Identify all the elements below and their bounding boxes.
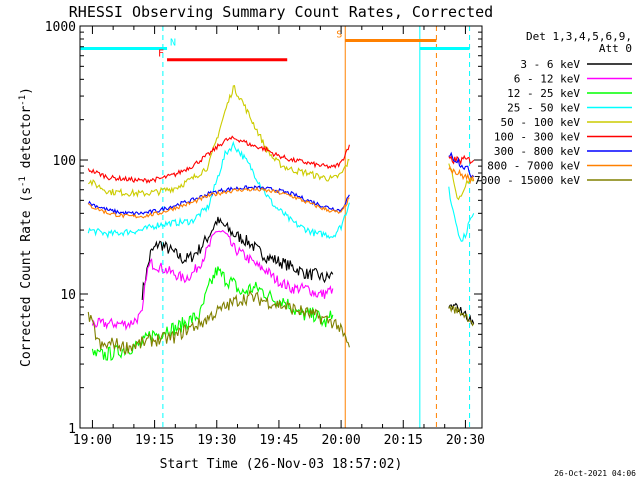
legend-title-line: Att 0 [599, 42, 632, 55]
x-tick-label: 20:00 [322, 433, 361, 448]
x-tick-label: 19:00 [73, 433, 112, 448]
x-axis-title: Start Time (26-Nov-03 18:57:02) [160, 457, 403, 472]
y-axis-title-sup-1: -1 [18, 176, 28, 187]
series-line-100-300-kev [87, 135, 350, 185]
post-gap-line-100-300-kev [448, 154, 475, 166]
legend-label-12-25-kev: 12 - 25 keV [507, 87, 580, 100]
x-tick-label: 19:30 [197, 433, 236, 448]
x-tick-label: 19:45 [259, 433, 298, 448]
y-axis-title-part-1: Corrected Count Rate (s [19, 187, 34, 367]
flag-label-s: S [336, 29, 342, 40]
post-gap-line-7000-15000-kev [448, 304, 475, 327]
legend-label-800-7000-kev: 800 - 7000 keV [487, 160, 580, 173]
series-line-50-100-kev [87, 85, 350, 198]
series-line-6-12-kev [91, 229, 334, 331]
y-tick-label: 1 [68, 422, 76, 437]
y-tick-label: 1000 [45, 20, 76, 35]
legend-label-7000-15000-kev: 7000 - 15000 keV [474, 174, 580, 187]
y-tick-label: 100 [53, 154, 76, 169]
y-axis-title-part-3: ) [19, 87, 34, 95]
post-gap-line-300-800-kev [448, 151, 475, 179]
series-line-25-50-kev [87, 140, 350, 240]
legend-label-3-6-kev: 3 - 6 keV [520, 58, 580, 71]
x-tick-label: 20:15 [384, 433, 423, 448]
legend-label-100-300-kev: 100 - 300 keV [494, 131, 580, 144]
legend-label-25-50-kev: 25 - 50 keV [507, 102, 580, 115]
series-line-3-6-kev [141, 216, 334, 301]
footer-date: 26-Oct-2021 04:06 [554, 469, 636, 478]
flag-label-f: F [158, 49, 164, 60]
series-line-300-800-kev [87, 185, 350, 217]
flag-bars: NF S [80, 29, 470, 62]
y-tick-label: 10 [60, 288, 76, 303]
y-axis-title-part-2: detector [19, 106, 34, 177]
series-line-800-7000-kev [87, 186, 350, 219]
post-gap-line-25-50-kev [448, 186, 475, 242]
series-line-7000-15000-kev [87, 289, 350, 355]
y-axis-title: Corrected Count Rate (s-1 detector-1) [18, 87, 34, 367]
axes: 1 10 100 1000 19:00 19:15 19:30 19:45 20:00 20:15… [45, 20, 485, 448]
series-layer [87, 85, 475, 361]
chart-title: RHESSI Observing Summary Count Rates, Co… [69, 3, 493, 21]
legend-label-6-12-kev: 6 - 12 keV [514, 73, 581, 86]
x-tick-label: 19:15 [135, 433, 174, 448]
y-axis-title-sup-2: -1 [18, 95, 28, 106]
legend-title-line: Det 1,3,4,5,6,9, [526, 30, 632, 43]
legend-label-300-800-kev: 300 - 800 keV [494, 145, 580, 158]
post-gap-line-800-7000-kev [448, 165, 475, 185]
plot-frame [79, 25, 483, 429]
x-tick-label: 20:30 [446, 433, 485, 448]
flag-label-n: N [170, 37, 176, 48]
legend-label-50-100-kev: 50 - 100 keV [501, 116, 581, 129]
legend: Det 1,3,4,5,6,9,Att 0 3 - 6 keV 6 - 12 keV… [474, 30, 632, 187]
